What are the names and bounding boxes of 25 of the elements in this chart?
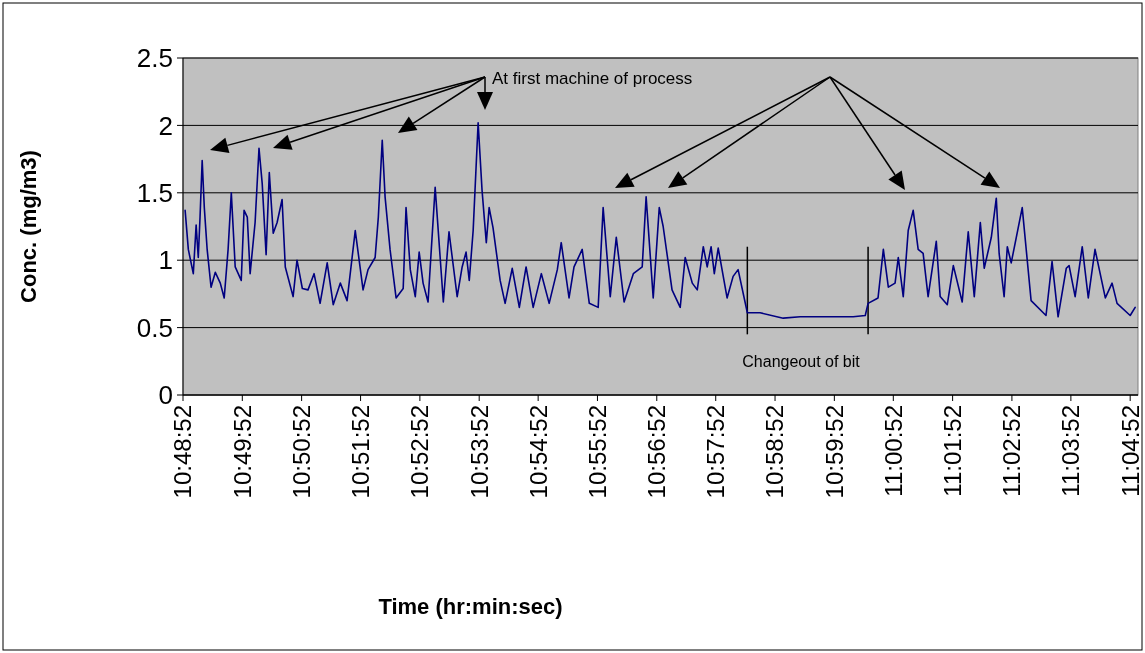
- y-axis-title: Conc. (mg/m3): [16, 150, 41, 303]
- x-tick-label: 10:55:52: [583, 405, 611, 499]
- x-tick-label: 11:01:52: [939, 405, 967, 497]
- x-tick-label: 11:02:52: [998, 405, 1026, 497]
- y-tick-label: 0.5: [136, 312, 173, 343]
- x-tick-label: 10:58:52: [761, 405, 789, 499]
- x-tick-label: 10:49:52: [228, 405, 256, 499]
- x-tick-label: 10:52:52: [406, 405, 434, 499]
- y-tick-label: 1.5: [136, 177, 173, 208]
- x-tick-label: 10:50:52: [288, 405, 316, 499]
- y-tick-label: 2.5: [136, 43, 173, 74]
- x-tick-label: 10:54:52: [524, 405, 552, 499]
- annotation: At first machine of process: [492, 69, 693, 88]
- x-tick-label: 10:51:52: [346, 405, 374, 499]
- annotation: Changeout of bit: [742, 352, 861, 370]
- x-tick-label: 10:59:52: [820, 405, 848, 499]
- x-tick-label: 11:00:52: [879, 405, 907, 497]
- x-tick-label: 10:56:52: [643, 405, 671, 499]
- x-tick-label: 11:04:52: [1116, 405, 1144, 497]
- x-tick-label: 10:57:52: [702, 405, 730, 499]
- x-tick-label: 11:03:52: [1057, 405, 1085, 497]
- y-tick-label: 2: [158, 110, 173, 141]
- x-tick-label: 10:53:52: [465, 405, 493, 499]
- x-axis-title: Time (hr:min:sec): [378, 594, 563, 619]
- y-tick-label: 1: [158, 245, 173, 276]
